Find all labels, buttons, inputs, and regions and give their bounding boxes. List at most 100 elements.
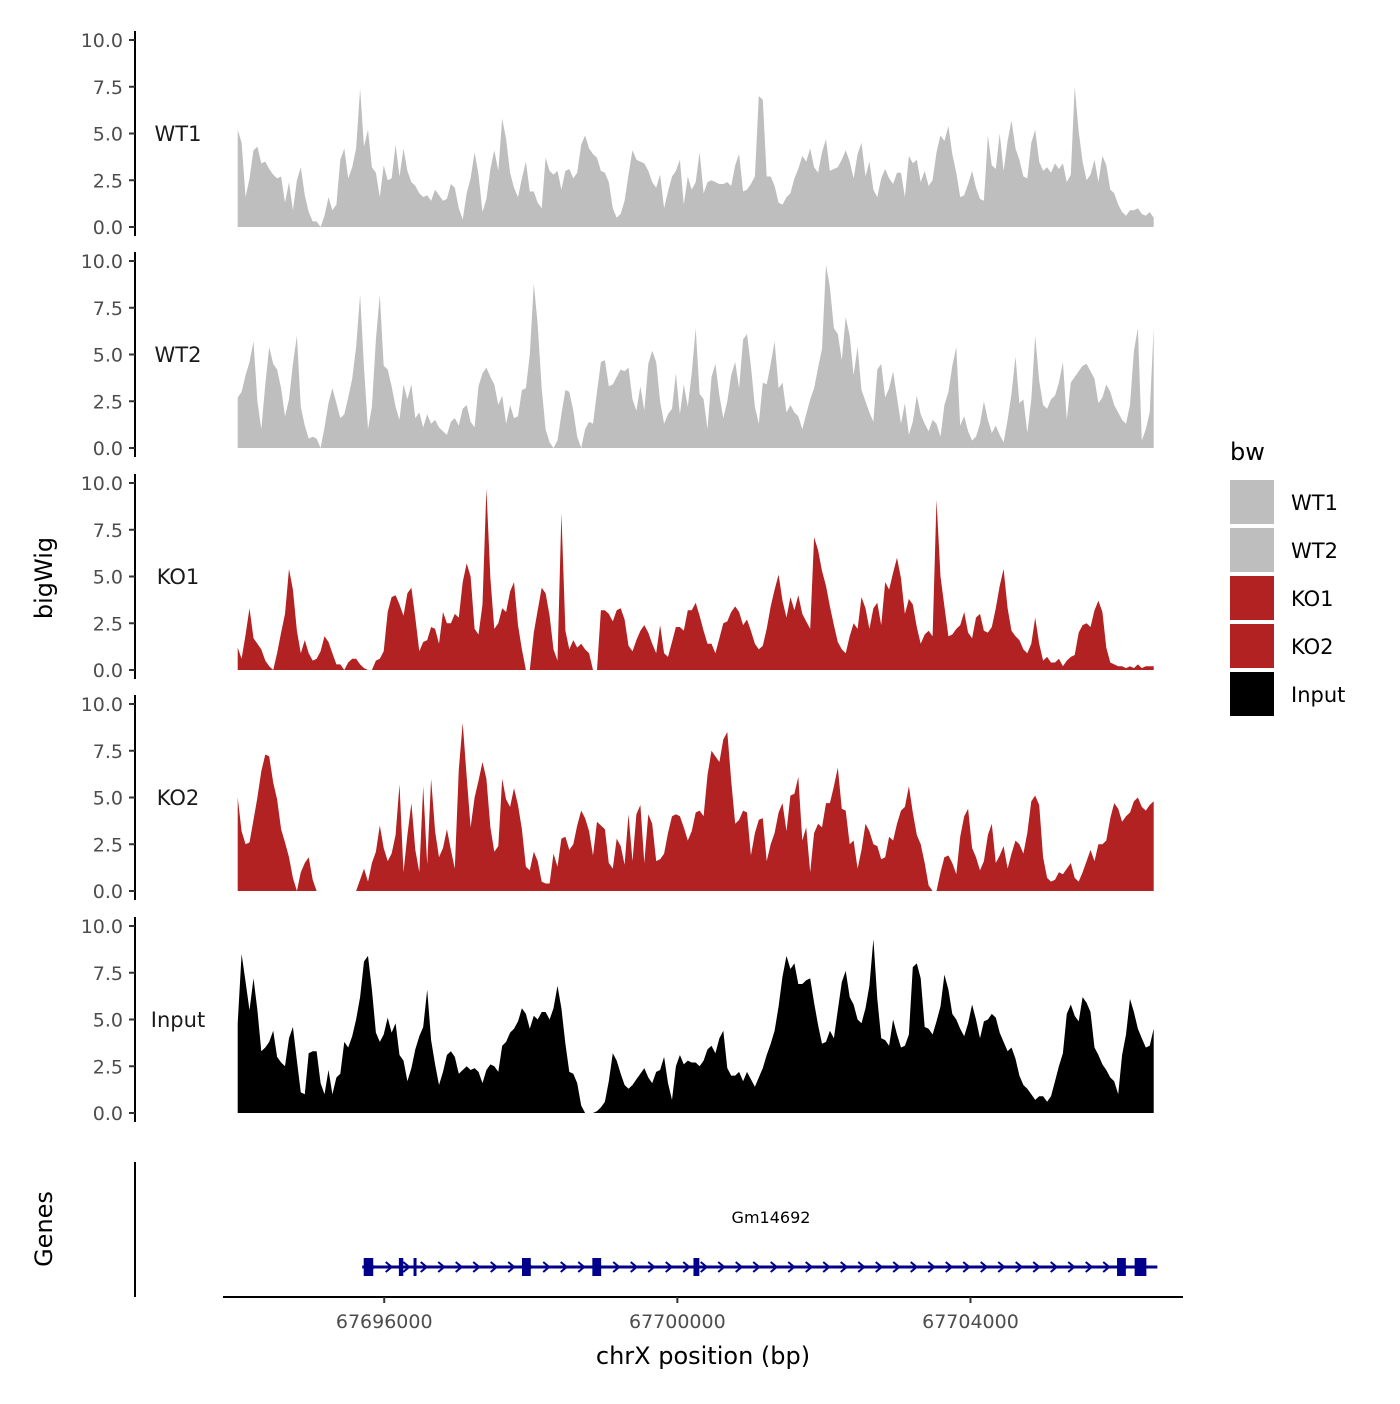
strand-arrow (857, 1261, 866, 1273)
coverage-area-wt1 (237, 86, 1154, 227)
strand-arrow (612, 1261, 621, 1273)
strand-arrow (385, 1261, 394, 1273)
strand-arrow (892, 1261, 901, 1273)
track-label-ko2: KO2 (157, 786, 200, 810)
track-label-ko1: KO1 (157, 565, 200, 589)
x-axis-title: chrX position (bp) (596, 1342, 810, 1370)
y-tick-label: 2.5 (93, 170, 123, 192)
strand-arrow (665, 1261, 674, 1273)
genes-axis-title: Genes (30, 1191, 58, 1267)
strand-arrow (577, 1261, 586, 1273)
coverage-area-ko2 (237, 722, 1154, 891)
y-tick-label: 2.5 (93, 834, 123, 856)
strand-arrow (682, 1261, 691, 1273)
strand-arrow (840, 1261, 849, 1273)
strand-arrow (1067, 1261, 1076, 1273)
strand-arrow (542, 1261, 551, 1273)
exon-block (521, 1258, 531, 1276)
track-label-input: Input (151, 1008, 205, 1032)
y-tick-label: 5.0 (93, 788, 123, 810)
track-panel-ko2: 0.0 2.5 5.0 7.5 10.0 KO2 (81, 694, 1154, 903)
strand-arrow (560, 1261, 569, 1273)
y-tick-label: 7.5 (93, 77, 123, 99)
y-tick-label: 5.0 (93, 567, 123, 589)
x-tick-label: 67704000 (922, 1311, 1019, 1333)
y-tick-label: 2.5 (93, 613, 123, 635)
strand-arrow (927, 1261, 936, 1273)
x-axis: chrX position (bp) 67696000 67700000 67704… (223, 1296, 1183, 1370)
legend-label-wt2: WT2 (1291, 539, 1338, 563)
y-tick-label: 10.0 (81, 473, 123, 495)
legend: bw WT1 WT2 KO1 KO2 Input (1230, 438, 1345, 716)
gene-label: Gm14692 (732, 1208, 811, 1227)
exon-block (693, 1258, 700, 1276)
strand-arrow (437, 1261, 446, 1273)
legend-label-ko1: KO1 (1291, 587, 1334, 611)
strand-arrow (1085, 1261, 1094, 1273)
y-tick-label: 2.5 (93, 1056, 123, 1078)
track-panel-ko1: 0.0 2.5 5.0 7.5 10.0 KO1 (81, 473, 1154, 682)
exon-block (363, 1258, 374, 1276)
y-tick-label: 5.0 (93, 345, 123, 367)
strand-arrow (700, 1261, 709, 1273)
y-tick-label: 5.0 (93, 1010, 123, 1032)
strand-arrow (1015, 1261, 1024, 1273)
track-panel-input: 0.0 2.5 5.0 7.5 10.0 Input (81, 916, 1154, 1125)
strand-arrow (805, 1261, 814, 1273)
legend-swatch-wt1 (1230, 480, 1274, 524)
strand-arrow (1102, 1261, 1111, 1273)
y-axis-title: bigWig (30, 537, 58, 619)
strand-arrow (472, 1261, 481, 1273)
y-tick-label: 10.0 (81, 30, 123, 52)
strand-arrow (945, 1261, 954, 1273)
tracks-layer: 0.02.55.07.510.0WT10.02.55.07.510.0WT20.… (81, 30, 1154, 1125)
y-tick-label: 10.0 (81, 916, 123, 938)
strand-arrow (420, 1261, 429, 1273)
strand-arrow (455, 1261, 464, 1273)
strand-arrow (1032, 1261, 1041, 1273)
track-panel-wt2: 0.0 2.5 5.0 7.5 10.0 WT2 (81, 251, 1154, 460)
genes-panel: Genes Gm14692 (30, 1162, 1158, 1297)
legend-swatch-input (1230, 672, 1274, 716)
strand-arrow (910, 1261, 919, 1273)
y-tick-label: 0.0 (93, 881, 123, 903)
exon-block (1117, 1258, 1126, 1276)
y-tick-label: 5.0 (93, 124, 123, 146)
exon-block (1134, 1258, 1147, 1276)
track-label-wt1: WT1 (155, 122, 202, 146)
y-tick-label: 2.5 (93, 391, 123, 413)
legend-label-wt1: WT1 (1291, 491, 1338, 515)
x-tick-label: 67696000 (336, 1311, 433, 1333)
y-tick-label: 0.0 (93, 217, 123, 239)
exon-block (413, 1258, 417, 1276)
y-tick-label: 0.0 (93, 1103, 123, 1125)
strand-arrow (787, 1261, 796, 1273)
strand-arrow (490, 1261, 499, 1273)
y-tick-label: 10.0 (81, 694, 123, 716)
legend-label-ko2: KO2 (1291, 635, 1334, 659)
legend-swatch-ko1 (1230, 576, 1274, 620)
strand-arrow (630, 1261, 639, 1273)
strand-arrow (717, 1261, 726, 1273)
strand-arrow (980, 1261, 989, 1273)
legend-swatch-ko2 (1230, 624, 1274, 668)
coverage-area-wt2 (237, 264, 1154, 448)
x-tick-label: 67700000 (629, 1311, 726, 1333)
strand-arrow (752, 1261, 761, 1273)
coverage-area-input (237, 939, 1154, 1113)
legend-swatch-wt2 (1230, 528, 1274, 572)
strand-arrow (507, 1261, 516, 1273)
y-tick-label: 0.0 (93, 660, 123, 682)
legend-title: bw (1230, 438, 1265, 466)
exon-block (592, 1258, 602, 1276)
strand-arrow (1050, 1261, 1059, 1273)
strand-arrow (647, 1261, 656, 1273)
strand-arrow (875, 1261, 884, 1273)
y-tick-label: 10.0 (81, 251, 123, 273)
strand-arrow (735, 1261, 744, 1273)
y-tick-label: 7.5 (93, 963, 123, 985)
coverage-area-ko1 (237, 488, 1154, 670)
strand-arrow (770, 1261, 779, 1273)
